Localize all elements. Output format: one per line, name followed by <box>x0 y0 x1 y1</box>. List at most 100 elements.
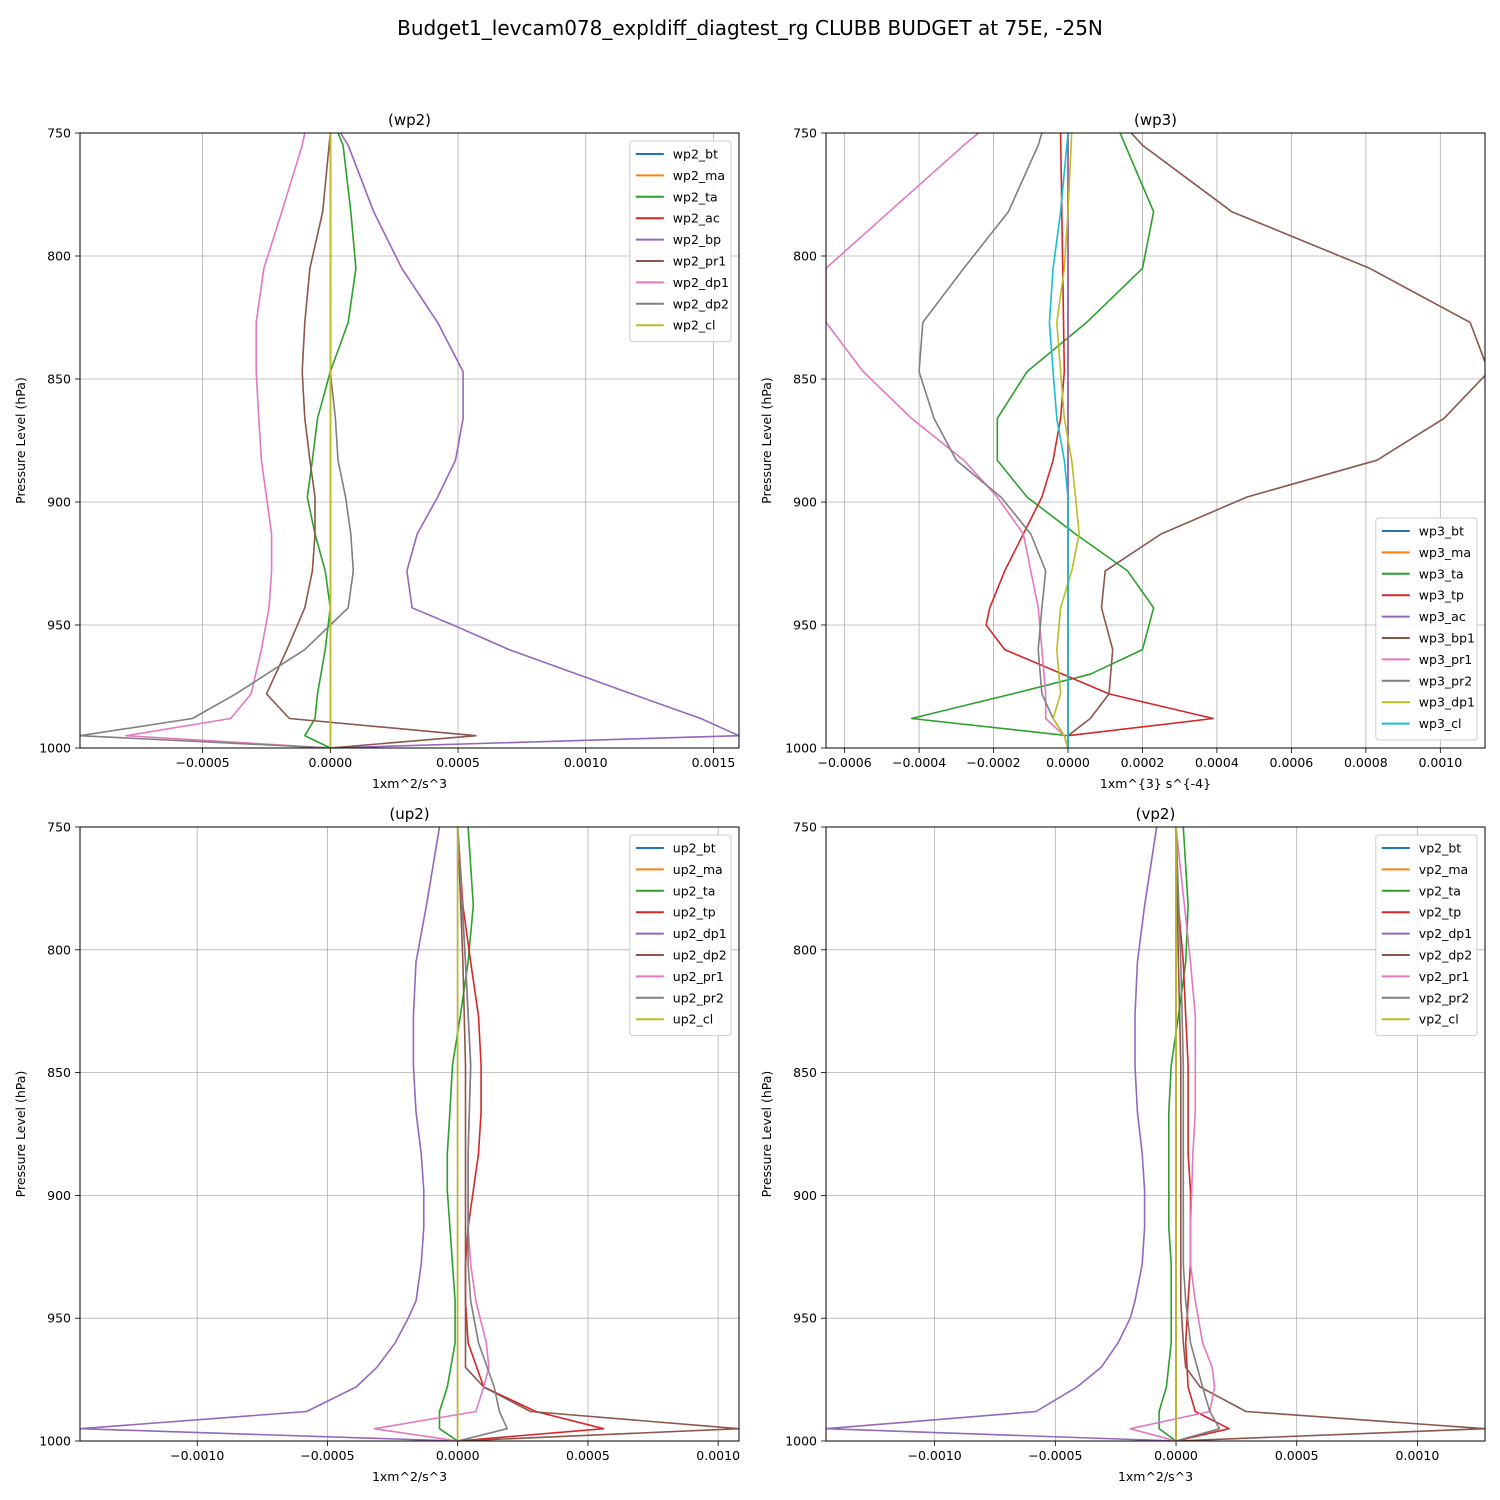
legend-label: wp3_pr2 <box>1419 673 1472 688</box>
x-axis-label: 1xm^2/s^3 <box>372 776 447 791</box>
x-tick-label: 0.0010 <box>1418 755 1462 770</box>
y-axis-label: Pressure Level (hPa) <box>759 1071 774 1198</box>
x-tick-label: 0.0010 <box>696 1448 740 1463</box>
y-tick-label: 1000 <box>39 1434 71 1449</box>
x-axis-label: 1xm^2/s^3 <box>372 1469 447 1484</box>
y-tick-label: 800 <box>47 942 71 957</box>
legend-label: up2_dp1 <box>673 926 727 941</box>
x-tick-label: −0.0005 <box>175 755 229 770</box>
legend-label: wp2_cl <box>673 318 716 333</box>
legend-label: up2_ma <box>673 862 723 877</box>
legend-label: wp2_bp <box>673 232 721 247</box>
legend: up2_bt up2_ma up2_ta up2_tp up2_dp1 up2_dp2up… <box>630 835 731 1036</box>
legend: wp2_bt wp2_ma wp2_ta wp2_ac wp2_bp wp2_pr1 wp2… <box>630 141 731 342</box>
x-tick-label: −0.0005 <box>300 1448 354 1463</box>
y-tick-label: 900 <box>47 495 71 510</box>
legend-label: wp2_ma <box>673 168 725 183</box>
y-tick-label: 800 <box>793 942 817 957</box>
legend: wp3_bt wp3_ma wp3_ta wp3_tp wp3_ac wp3_bp1 wp3… <box>1376 518 1477 740</box>
panel-title: (vp2) <box>1136 805 1176 823</box>
panel-title: (wp2) <box>388 111 431 129</box>
y-tick-label: 950 <box>793 618 817 633</box>
legend-label: wp2_dp2 <box>673 296 729 311</box>
legend-label: vp2_ma <box>1419 862 1468 877</box>
y-tick-label: 800 <box>793 249 817 264</box>
y-axis-label: Pressure Level (hPa) <box>13 377 28 504</box>
x-tick-label: −0.0006 <box>818 755 872 770</box>
legend-label: wp3_cl <box>1419 716 1462 731</box>
x-tick-label: 0.0000 <box>1154 1448 1198 1463</box>
chart-panel-vp2: −0.0010 −0.0005 0.0000 0.0005 0.0010 750 800 85… <box>759 805 1485 1484</box>
legend-label: wp3_dp1 <box>1419 695 1475 710</box>
x-tick-label: 0.0006 <box>1270 755 1314 770</box>
x-tick-label: −0.0004 <box>892 755 946 770</box>
legend-label: vp2_pr2 <box>1419 990 1470 1005</box>
legend-label: wp3_ma <box>1419 545 1471 560</box>
x-axis-label: 1xm^{3} s^{-4} <box>1100 776 1211 791</box>
legend-label: vp2_ta <box>1419 883 1461 898</box>
x-tick-label: −0.0005 <box>1028 1448 1082 1463</box>
x-tick-label: 0.0015 <box>692 755 736 770</box>
panel-title: (wp3) <box>1134 111 1177 129</box>
y-tick-label: 950 <box>47 1311 71 1326</box>
x-tick-label: 0.0004 <box>1195 755 1239 770</box>
legend-label: wp2_ac <box>673 211 720 226</box>
legend-label: up2_ta <box>673 883 716 898</box>
y-tick-label: 850 <box>793 1065 817 1080</box>
y-tick-label: 1000 <box>39 741 71 756</box>
x-tick-label: 0.0005 <box>566 1448 610 1463</box>
legend-label: up2_bt <box>673 841 716 856</box>
y-tick-label: 750 <box>47 126 71 141</box>
legend-label: wp3_ta <box>1419 566 1464 581</box>
legend-label: up2_cl <box>673 1012 713 1027</box>
x-tick-label: 0.0002 <box>1121 755 1165 770</box>
legend-label: up2_dp2 <box>673 948 727 963</box>
chart-panel-up2: −0.0010 −0.0005 0.0000 0.0005 0.001075080085… <box>13 805 740 1484</box>
y-tick-label: 750 <box>47 820 71 835</box>
legend-label: vp2_dp1 <box>1419 926 1472 941</box>
x-tick-label: 0.0010 <box>564 755 608 770</box>
y-tick-label: 950 <box>793 1311 817 1326</box>
legend-label: vp2_tp <box>1419 905 1461 920</box>
panel-title: (up2) <box>389 805 429 823</box>
y-tick-label: 950 <box>47 618 71 633</box>
legend-label: wp3_bt <box>1419 524 1464 539</box>
x-tick-label: 0.0005 <box>1275 1448 1319 1463</box>
legend-label: vp2_cl <box>1419 1012 1459 1027</box>
x-axis-label: 1xm^2/s^3 <box>1118 1469 1193 1484</box>
y-tick-label: 900 <box>47 1188 71 1203</box>
y-tick-label: 750 <box>793 820 817 835</box>
x-tick-label: −0.0010 <box>170 1448 224 1463</box>
legend-label: vp2_pr1 <box>1419 969 1470 984</box>
legend-label: up2_tp <box>673 905 716 920</box>
x-tick-label: −0.0002 <box>966 755 1020 770</box>
legend-label: wp3_pr1 <box>1419 652 1472 667</box>
legend-label: wp2_dp1 <box>673 275 729 290</box>
legend-label: vp2_dp2 <box>1419 948 1472 963</box>
legend-label: wp3_bp1 <box>1419 631 1475 646</box>
legend-label: vp2_bt <box>1419 841 1461 856</box>
y-axis-label: Pressure Level (hPa) <box>759 377 774 504</box>
legend: vp2_bt vp2_ma vp2_ta vp2_tp vp2_dp1 vp2_dp2vp… <box>1376 835 1477 1036</box>
y-tick-label: 1000 <box>785 1434 817 1449</box>
chart-panel-wp2: −0.0005 0.0000 0.0005 0.0010 0.0015 750 800 850… <box>13 111 739 791</box>
x-tick-label: 0.0008 <box>1344 755 1388 770</box>
y-tick-label: 1000 <box>785 741 817 756</box>
legend-label: wp2_bt <box>673 147 718 162</box>
y-tick-label: 750 <box>793 126 817 141</box>
chart-panel-wp3: −0.0006 −0.0004 −0.0002 0.0000 0.0002 0.0004 0… <box>759 111 1489 791</box>
y-tick-label: 800 <box>47 249 71 264</box>
x-tick-label: 0.0000 <box>308 755 352 770</box>
legend-label: up2_pr2 <box>673 990 724 1005</box>
legend-label: wp2_pr1 <box>673 254 726 269</box>
legend-label: wp3_ac <box>1419 609 1466 624</box>
x-tick-label: 0.0000 <box>436 1448 480 1463</box>
legend-label: wp3_tp <box>1419 588 1464 603</box>
y-tick-label: 850 <box>47 372 71 387</box>
y-axis-label: Pressure Level (hPa) <box>13 1071 28 1198</box>
legend-label: up2_pr1 <box>673 969 724 984</box>
x-tick-label: 0.0000 <box>1046 755 1090 770</box>
y-tick-label: 850 <box>793 372 817 387</box>
legend-label: wp2_ta <box>673 189 718 204</box>
